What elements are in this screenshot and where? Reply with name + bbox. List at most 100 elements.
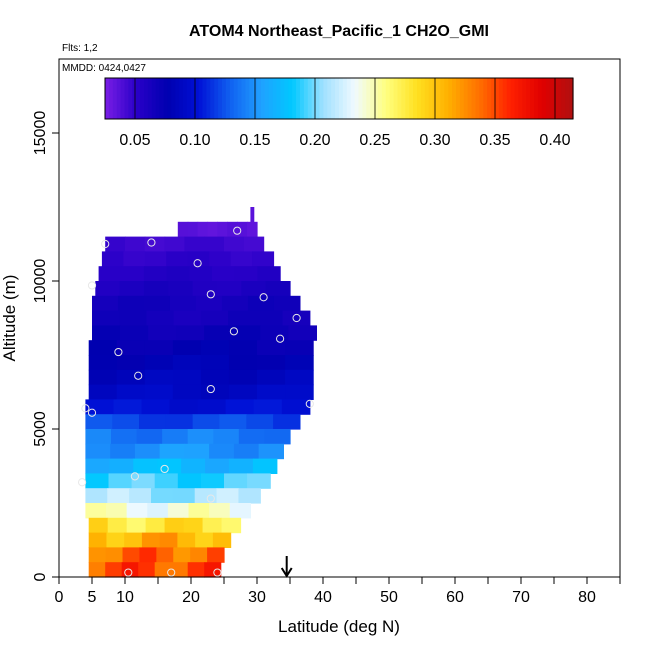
colorbar-swatch [253,78,258,119]
colorbar-swatch [378,78,383,119]
colorbar-swatch [288,78,293,119]
heatmap-cell [92,325,121,341]
colorbar-swatch [514,78,519,119]
colorbar-swatch [502,78,508,119]
x-tick-label: 80 [578,589,596,606]
colorbar-swatch [249,78,254,119]
heatmap-cell [216,281,242,297]
colorbar-swatch [487,78,492,119]
heatmap-cell [85,458,110,474]
colorbar-swatch [186,78,192,119]
colorbar-swatch [467,78,473,119]
heatmap-cell [106,503,128,519]
colorbar-frame [104,77,574,120]
heatmap-cell [216,488,240,504]
colorbar-swatch [261,78,266,119]
heatmap-cell [241,281,267,297]
heatmap-cell [109,458,134,474]
heatmap-cell [204,236,225,252]
colorbar-swatch [456,78,461,119]
colorbar-swatch [280,78,285,119]
heatmap-cell [281,399,311,415]
colorbar-swatch [167,78,172,119]
y-tick-label: 10000 [32,259,49,304]
heatmap-cell [85,488,108,504]
colorbar-swatch [440,78,445,119]
heatmap-cell [257,340,286,356]
colorbar-swatch [491,78,496,119]
heatmap-cell [85,473,110,489]
heatmap-cell [172,355,202,371]
heatmap-cell [202,517,223,534]
colorbar-tick-label: 0.15 [239,132,270,149]
heatmap-cell [107,517,128,534]
colorbar-swatch [116,78,122,119]
colorbar-swatch [124,78,129,119]
heatmap-cell [200,369,230,386]
heatmap-cell [228,340,258,356]
y-tick-label: 15000 [32,111,49,156]
heatmap-cell [177,473,202,489]
heatmap-cell [162,429,189,445]
heatmap-cell [172,384,202,400]
colorbar-swatch [311,78,317,119]
heatmap-cell [192,281,218,297]
colorbar: 0.05 0.10 0.15 0.20 0.25 0.30 0.35 0.40 [104,77,574,149]
heatmap-cell [224,473,248,489]
heatmap-cell [173,547,191,563]
colorbar-swatch [335,78,340,119]
heatmap-cell [224,236,245,252]
colorbar-swatch [385,78,391,119]
heatmap-cell [92,310,120,326]
heatmap-cell [234,266,259,282]
flight-point [81,404,90,413]
colorbar-swatch [417,78,422,119]
colorbar-swatch [530,78,535,119]
colorbar-swatch [257,78,262,119]
heatmap-cell [252,251,275,267]
x-tick-label: 60 [446,589,464,606]
colorbar-swatch [179,78,184,119]
colorbar-swatch [140,78,145,119]
heatmap-cell [105,547,124,563]
heatmap-cell [168,281,194,297]
colorbar-swatch [506,78,512,119]
colorbar-swatch [534,78,539,119]
colorbar-swatch [241,78,246,119]
x-axis: 0 5 10 20 30 40 50 60 70 80 [55,577,621,606]
colorbar-swatch [327,78,332,119]
colorbar-swatch [537,78,543,119]
heatmap-cell [257,369,286,386]
colorbar-swatch [300,78,305,119]
heatmap-cell [264,429,291,445]
heatmap-cell [177,221,189,238]
heatmap-cell [126,517,147,534]
colorbar-swatch [339,78,344,119]
heatmap-cell [177,532,196,548]
heatmap-cell [207,547,225,563]
flight-point [213,568,222,577]
heatmap-cell [121,266,145,282]
colorbar-swatch [541,78,547,119]
colorbar-swatch [350,78,356,119]
heatmap-cell [147,503,169,519]
flight-point [305,399,314,408]
heatmap-cell [285,369,314,386]
heatmap-cell [288,325,317,341]
heatmap-cell [195,295,223,312]
x-tick-label: 50 [380,589,398,606]
heatmap-cell [228,458,254,474]
heatmap-cell [228,369,258,386]
colorbar-swatch [358,78,363,119]
heatmap-cell [144,340,174,356]
colorbar-swatch [198,78,204,119]
heatmap-cell [146,310,175,326]
colorbar-swatch [354,78,360,119]
x-tick-label: 5 [88,589,97,606]
flight-point [124,568,133,577]
heatmap-cell [187,429,214,445]
colorbar-swatch [448,78,453,119]
colorbar-swatch [393,78,399,119]
colorbar-swatch [420,78,426,119]
heatmap-cell [88,517,109,534]
